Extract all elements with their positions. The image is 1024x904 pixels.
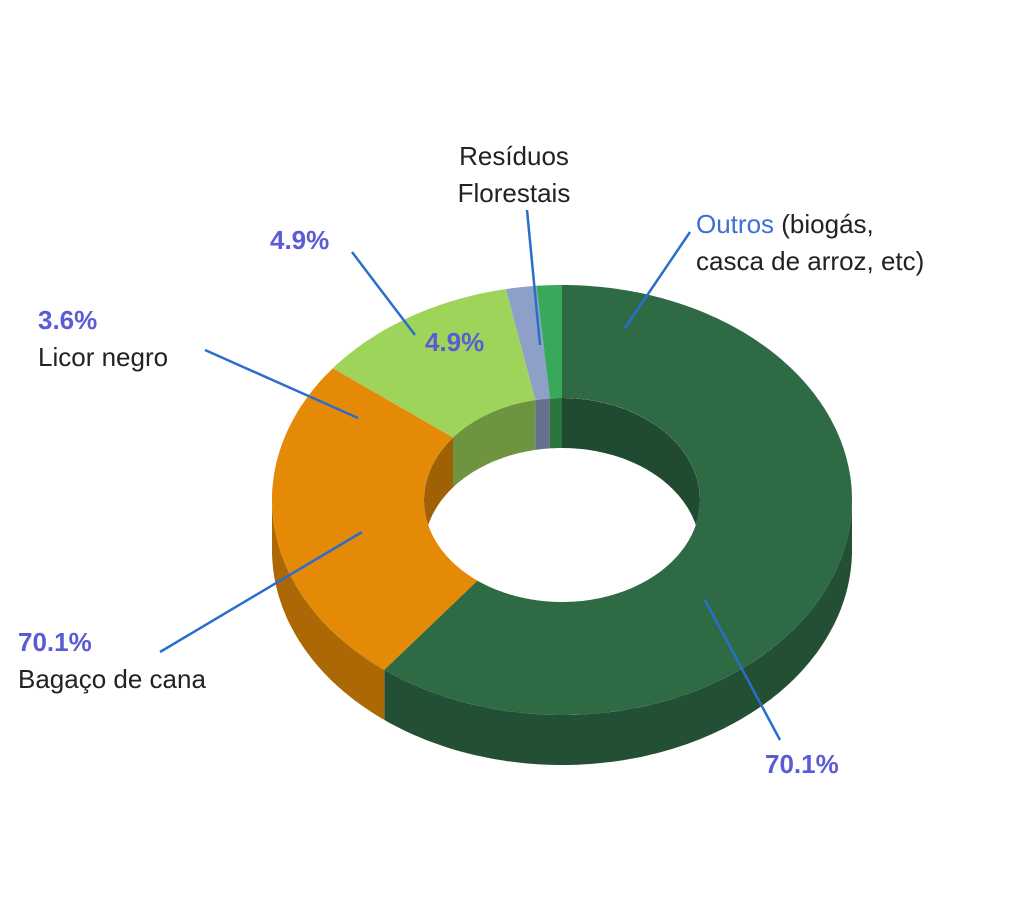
inner-walls: [424, 398, 700, 550]
leader-line: [351, 251, 416, 336]
top-face: [272, 285, 852, 715]
sides: [272, 500, 852, 765]
slice-inner-wall: [535, 398, 550, 450]
bagaco-label: 70.1% Bagaço de cana: [18, 624, 206, 698]
pct-label: 3.6%: [38, 305, 98, 335]
pct-label: 4.9%: [270, 225, 330, 255]
leader-line: [623, 231, 692, 329]
outros-label: Outros (biogás, casca de arroz, etc): [696, 206, 924, 280]
slice-inner-wall: [549, 398, 562, 449]
slice: [272, 368, 478, 670]
residuos-label: Resíduos Florestais: [414, 138, 614, 212]
pct-label: 70.1%: [765, 749, 839, 779]
label-line: Outros (biogás,: [696, 206, 924, 243]
slice: [332, 289, 536, 438]
leader-line: [204, 348, 359, 420]
slice: [384, 285, 852, 715]
outros-name: Outros: [696, 209, 775, 239]
label-line: Florestais: [457, 178, 571, 208]
pct-label: 70.1%: [18, 627, 92, 657]
label-line: (biogás,: [781, 209, 874, 239]
licor-label: 3.6% Licor negro: [38, 302, 168, 376]
label-line: Resíduos: [459, 141, 569, 171]
leader-line: [159, 530, 363, 654]
slice: [505, 285, 550, 400]
slice-side: [384, 500, 852, 765]
slice-inner-wall: [424, 437, 453, 550]
slice-inner-wall: [453, 399, 536, 488]
slice: [536, 285, 562, 399]
slice-inner-wall: [562, 398, 700, 550]
label-line: casca de arroz, etc): [696, 246, 925, 276]
leader-line: [703, 599, 782, 741]
leader-line: [525, 209, 542, 346]
pct-label: 4.9%: [425, 327, 485, 357]
label-text: Licor negro: [38, 342, 169, 372]
slice-side: [272, 500, 385, 720]
leaders: [159, 209, 782, 741]
label-text: Bagaço de cana: [18, 664, 206, 694]
